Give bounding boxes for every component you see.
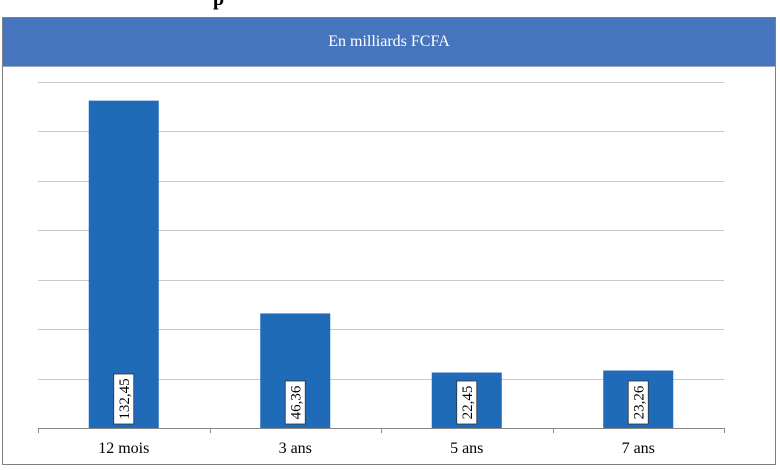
data-label: 132,45: [117, 378, 133, 419]
heading-text: p: [213, 0, 224, 11]
bar: [88, 100, 159, 428]
data-labels: 132,45 46,36 22,45 23,26: [113, 373, 649, 425]
x-tick-label: 3 ans: [279, 440, 312, 457]
chart-subtitle: En milliards FCFA: [328, 33, 450, 50]
data-label: 22,45: [460, 386, 476, 420]
data-label: 23,26: [631, 385, 647, 419]
data-label-box: [627, 380, 649, 425]
x-tick-labels: 12 mois 3 ans 5 ans 7 ans: [98, 440, 655, 457]
chart-subtitle-band: En milliards FCFA: [3, 18, 775, 67]
page-heading-fragment: p: [0, 0, 780, 15]
data-label-box: [284, 380, 306, 425]
data-label-box: [113, 373, 135, 425]
x-axis: [38, 428, 725, 433]
data-label: 46,36: [288, 385, 304, 419]
data-label-box: [456, 380, 478, 425]
x-tick-label: 7 ans: [622, 440, 655, 457]
bars: [88, 100, 674, 428]
x-tick-label: 12 mois: [98, 440, 149, 457]
x-tick-label: 5 ans: [450, 440, 483, 457]
